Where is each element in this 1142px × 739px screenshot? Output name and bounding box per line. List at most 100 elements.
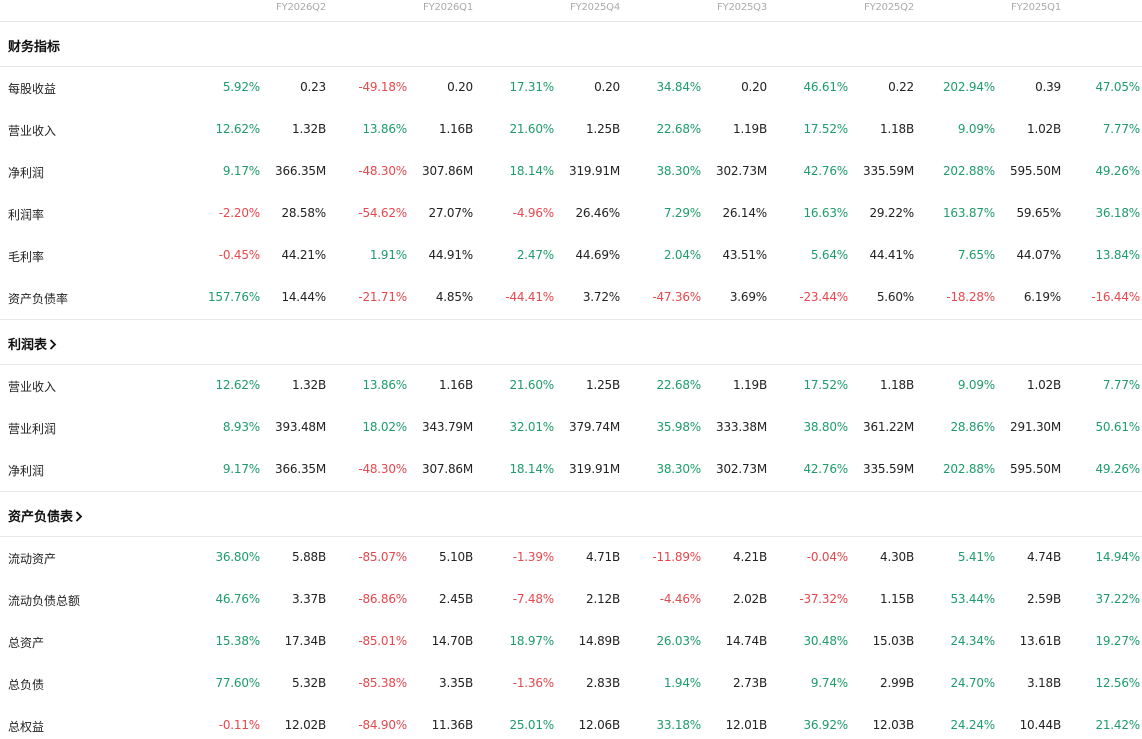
- value-cell: 2.12B: [586, 592, 620, 606]
- value-cell: 4.85%: [435, 290, 473, 304]
- change-percent-cell: -85.07%: [358, 550, 407, 564]
- period-header-fy2026q2: FY2026Q2: [276, 2, 326, 13]
- change-percent-cell: 28.86%: [950, 420, 995, 434]
- change-percent-cell: 50.61%: [1095, 420, 1140, 434]
- value-cell: 3.35B: [439, 676, 473, 690]
- section-title-1[interactable]: 利润表: [8, 334, 57, 353]
- change-percent-cell: 202.88%: [943, 164, 995, 178]
- change-percent-cell: 22.68%: [656, 122, 701, 136]
- change-percent-cell: -0.04%: [806, 550, 848, 564]
- period-header-row: FY2026Q2 FY2026Q1 FY2025Q4 FY2025Q3 FY2025Q2…: [0, 0, 1142, 22]
- change-percent-cell: 15.38%: [215, 634, 260, 648]
- change-percent-cell: 17.52%: [803, 378, 848, 392]
- value-cell: 595.50M: [1010, 462, 1061, 476]
- row-label: 资产负债率: [8, 292, 69, 306]
- change-percent-cell: -4.46%: [659, 592, 701, 606]
- change-percent-cell: 157.76%: [208, 290, 260, 304]
- value-cell: 10.44B: [1019, 718, 1062, 732]
- change-percent-cell: 2.47%: [516, 248, 554, 262]
- period-header-fy2025q2: FY2025Q2: [864, 2, 914, 13]
- value-cell: 1.32B: [292, 378, 326, 392]
- value-cell: 5.60%: [876, 290, 914, 304]
- value-cell: 343.79M: [422, 420, 473, 434]
- change-percent-cell: 49.26%: [1095, 462, 1140, 476]
- change-percent-cell: -44.41%: [505, 290, 554, 304]
- value-cell: 0.22: [888, 80, 914, 94]
- change-percent-cell: -18.28%: [946, 290, 995, 304]
- change-percent-cell: 32.01%: [509, 420, 554, 434]
- section-title-0: 财务指标: [8, 36, 60, 55]
- change-percent-cell: 9.74%: [810, 676, 848, 690]
- value-cell: 29.22%: [869, 206, 914, 220]
- change-percent-cell: 9.09%: [957, 122, 995, 136]
- change-percent-cell: 7.77%: [1102, 378, 1140, 392]
- value-cell: 0.20: [741, 80, 767, 94]
- change-percent-cell: -85.38%: [358, 676, 407, 690]
- change-percent-cell: 47.05%: [1095, 80, 1140, 94]
- value-cell: 335.59M: [863, 164, 914, 178]
- change-percent-cell: 33.18%: [656, 718, 701, 732]
- change-percent-cell: 36.80%: [215, 550, 260, 564]
- value-cell: 14.74B: [725, 634, 768, 648]
- value-cell: 2.02B: [733, 592, 767, 606]
- value-cell: 14.70B: [431, 634, 474, 648]
- change-percent-cell: 53.44%: [950, 592, 995, 606]
- value-cell: 2.45B: [439, 592, 473, 606]
- value-cell: 28.58%: [281, 206, 326, 220]
- value-cell: 319.91M: [569, 164, 620, 178]
- value-cell: 4.71B: [586, 550, 620, 564]
- value-cell: 302.73M: [716, 164, 767, 178]
- divider: [0, 491, 1142, 492]
- change-percent-cell: 202.94%: [943, 80, 995, 94]
- change-percent-cell: 38.80%: [803, 420, 848, 434]
- section-title-2[interactable]: 资产负债表: [8, 506, 83, 525]
- change-percent-cell: 9.09%: [957, 378, 995, 392]
- value-cell: 44.21%: [281, 248, 326, 262]
- value-cell: 43.51%: [722, 248, 767, 262]
- row-label: 净利润: [8, 464, 45, 478]
- period-header-fy2025q3: FY2025Q3: [717, 2, 767, 13]
- value-cell: 1.02B: [1027, 122, 1061, 136]
- value-cell: 3.18B: [1027, 676, 1061, 690]
- chevron-right-icon: [75, 510, 83, 524]
- value-cell: 366.35M: [275, 462, 326, 476]
- value-cell: 302.73M: [716, 462, 767, 476]
- change-percent-cell: 7.65%: [957, 248, 995, 262]
- change-percent-cell: -1.36%: [512, 676, 554, 690]
- value-cell: 307.86M: [422, 164, 473, 178]
- change-percent-cell: -0.11%: [218, 718, 260, 732]
- period-header-fy2026q1: FY2026Q1: [423, 2, 473, 13]
- change-percent-cell: 21.60%: [509, 378, 554, 392]
- change-percent-cell: 24.34%: [950, 634, 995, 648]
- change-percent-cell: 46.61%: [803, 80, 848, 94]
- change-percent-cell: -37.32%: [799, 592, 848, 606]
- value-cell: 307.86M: [422, 462, 473, 476]
- row-label: 毛利率: [8, 250, 45, 264]
- section-title-label: 财务指标: [8, 40, 61, 55]
- value-cell: 1.25B: [586, 122, 620, 136]
- change-percent-cell: -16.44%: [1091, 290, 1140, 304]
- change-percent-cell: -7.48%: [512, 592, 554, 606]
- change-percent-cell: 2.04%: [663, 248, 701, 262]
- change-percent-cell: 38.30%: [656, 462, 701, 476]
- value-cell: 361.22M: [863, 420, 914, 434]
- change-percent-cell: 1.91%: [369, 248, 407, 262]
- change-percent-cell: -2.20%: [218, 206, 260, 220]
- divider: [0, 364, 1142, 365]
- change-percent-cell: -11.89%: [652, 550, 701, 564]
- value-cell: 12.06B: [578, 718, 621, 732]
- change-percent-cell: 18.14%: [509, 462, 554, 476]
- value-cell: 319.91M: [569, 462, 620, 476]
- value-cell: 379.74M: [569, 420, 620, 434]
- change-percent-cell: 8.93%: [222, 420, 260, 434]
- row-label: 流动资产: [8, 552, 57, 566]
- change-percent-cell: -49.18%: [358, 80, 407, 94]
- change-percent-cell: 9.17%: [222, 164, 260, 178]
- value-cell: 26.46%: [575, 206, 620, 220]
- value-cell: 335.59M: [863, 462, 914, 476]
- change-percent-cell: 21.42%: [1095, 718, 1140, 732]
- period-header-fy2025q1: FY2025Q1: [1011, 2, 1061, 13]
- period-header-fy2025q4: FY2025Q4: [570, 2, 620, 13]
- change-percent-cell: 5.64%: [810, 248, 848, 262]
- change-percent-cell: -21.71%: [358, 290, 407, 304]
